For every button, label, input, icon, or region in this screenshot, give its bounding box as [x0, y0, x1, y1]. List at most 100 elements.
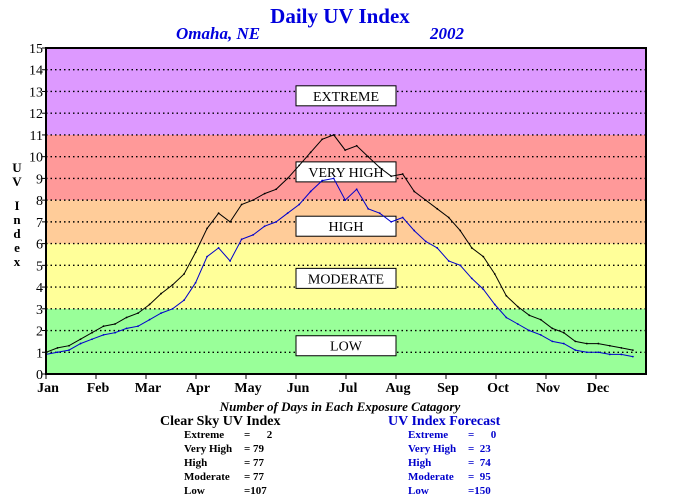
clear_sky-row-label: Low — [184, 485, 205, 497]
clear-sky-point — [528, 314, 531, 317]
clear-sky-point — [516, 305, 519, 308]
forecast-point — [367, 207, 370, 210]
x-tick-label: Jul — [339, 381, 358, 396]
forecast-point — [528, 329, 531, 332]
band-label-box — [295, 267, 397, 289]
y-tick-label: 2 — [36, 325, 43, 340]
forecast-point — [516, 323, 519, 325]
y-tick-label: 15 — [29, 42, 43, 57]
x-tick-label: Jan — [37, 381, 59, 396]
x-tick-label: Apr — [186, 381, 210, 396]
forecast-point — [620, 353, 623, 356]
clear-sky-point — [505, 294, 508, 297]
y-tick-label: 11 — [30, 129, 43, 144]
clear-sky-point — [631, 349, 634, 351]
clear-sky-point — [436, 207, 439, 210]
band-label-box — [295, 161, 397, 183]
clear-sky-point — [171, 283, 174, 286]
x-tick-label: Aug — [386, 381, 411, 396]
location-label: Omaha, NE — [176, 24, 261, 43]
y-tick-label: 12 — [29, 107, 43, 122]
clear-sky-point — [160, 292, 162, 295]
y-axis-label-char: V — [12, 174, 22, 189]
forecast-point — [562, 342, 565, 345]
clear-sky-point — [309, 151, 312, 154]
y-tick-label: 7 — [36, 216, 43, 231]
forecast-point — [355, 188, 358, 191]
clear-sky-point — [263, 192, 266, 195]
year-label: 2002 — [430, 24, 464, 43]
y-tick-label: 1 — [36, 346, 43, 361]
clear-sky-point — [562, 331, 565, 334]
forecast-point — [608, 353, 611, 356]
series-lines — [45, 134, 634, 358]
clear-sky-point — [344, 149, 347, 152]
band-labels: LOW MODERATE HIGH VERY HIGH EXTREME — [295, 85, 397, 357]
clear-sky-point — [137, 312, 139, 315]
forecast-point — [585, 351, 588, 354]
forecast-row-value: =150 — [468, 485, 491, 497]
band-label-text: EXTREME — [313, 90, 379, 105]
clear-sky-point — [401, 173, 404, 175]
forecast-point — [217, 247, 220, 249]
clear-sky-point — [585, 342, 588, 345]
forecast-point — [79, 342, 82, 345]
clear_sky-row-value: = 2 — [244, 429, 273, 441]
x-tick-label: Oct — [487, 381, 509, 396]
y-axis-label-char: x — [13, 254, 21, 269]
clear-sky-point — [229, 220, 232, 223]
y-axis-label-char: d — [13, 226, 21, 241]
forecast-point — [401, 216, 404, 219]
forecast-point — [194, 281, 197, 284]
clear-sky-point — [539, 318, 542, 321]
forecast-title: UV Index Forecast — [388, 414, 501, 429]
y-tick-label: 14 — [29, 64, 43, 79]
forecast-point — [436, 247, 439, 249]
forecast-row-label: Moderate — [408, 471, 454, 483]
x-tick-label: Feb — [87, 381, 110, 396]
forecast-point — [493, 303, 496, 306]
forecast-point — [482, 288, 485, 291]
forecast-point — [160, 312, 162, 315]
clear-sky-point — [332, 134, 335, 136]
clear_sky-row-value: = 79 — [244, 443, 265, 455]
x-tick-label: Dec — [587, 381, 610, 396]
forecast-point — [102, 333, 105, 336]
y-axis-label-char: n — [13, 212, 21, 227]
clear_sky-row-value: =107 — [244, 485, 267, 497]
clear-sky-point — [252, 199, 255, 202]
band-label-box — [295, 335, 397, 357]
forecast-row-value: = 95 — [468, 471, 491, 483]
clear-sky-point — [125, 316, 128, 319]
clear-sky-point — [91, 331, 93, 334]
grid-lines — [46, 69, 646, 353]
forecast-point — [275, 220, 278, 223]
clear-sky-point — [102, 325, 105, 328]
forecast-point — [171, 307, 174, 310]
clear-sky-series-line — [45, 134, 633, 353]
y-axis-label-char: e — [14, 240, 20, 255]
clear_sky-row-label: Moderate — [184, 471, 230, 483]
forecast-point — [390, 220, 393, 223]
clear-sky-point — [493, 273, 496, 275]
forecast-point — [229, 260, 232, 262]
y-tick-label: 13 — [29, 85, 43, 100]
clear-sky-point — [620, 347, 623, 349]
clear-sky-point — [367, 155, 370, 158]
clear-sky-point — [447, 216, 450, 219]
band-label-text: MODERATE — [308, 272, 384, 287]
forecast-point — [631, 355, 634, 358]
clear-sky-point — [470, 247, 473, 249]
summary-heading: Number of Days in Each Exposure Catagory — [219, 399, 461, 414]
forecast-row-value: = 0 — [468, 429, 497, 441]
forecast-point — [309, 190, 312, 193]
clear-sky-point — [183, 273, 185, 275]
y-axis-label-char: U — [12, 160, 22, 175]
forecast-point — [470, 277, 473, 280]
forecast-row-value: = 74 — [468, 457, 491, 469]
forecast-point — [413, 229, 416, 232]
forecast-point — [148, 318, 151, 321]
clear-sky-point — [217, 212, 220, 215]
